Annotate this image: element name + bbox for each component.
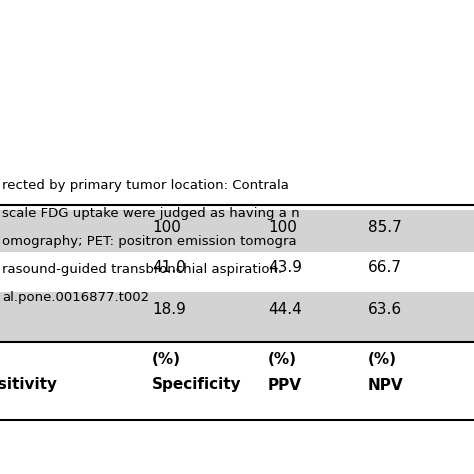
Text: 66.7: 66.7 — [368, 261, 402, 275]
Text: (%): (%) — [152, 353, 181, 367]
Text: 85.7: 85.7 — [368, 219, 402, 235]
Text: nsitivity: nsitivity — [0, 377, 58, 392]
Text: PPV: PPV — [268, 377, 302, 392]
Text: (%): (%) — [268, 353, 297, 367]
Text: 100: 100 — [268, 219, 297, 235]
Text: omography; PET: positron emission tomogra: omography; PET: positron emission tomogr… — [2, 235, 297, 247]
Text: scale FDG uptake were judged as having a n: scale FDG uptake were judged as having a… — [2, 207, 300, 219]
Text: al.pone.0016877.t002: al.pone.0016877.t002 — [2, 291, 149, 303]
Text: 100: 100 — [152, 219, 181, 235]
Text: 43.9: 43.9 — [268, 261, 302, 275]
Text: rected by primary tumor location: Contrala: rected by primary tumor location: Contra… — [2, 179, 289, 191]
Bar — [0, 210, 474, 252]
Text: 41.0: 41.0 — [152, 261, 186, 275]
Text: Specificity: Specificity — [152, 377, 242, 392]
Text: 44.4: 44.4 — [268, 302, 302, 318]
Text: 18.9: 18.9 — [152, 302, 186, 318]
Text: rasound-guided transbronchial aspiration.: rasound-guided transbronchial aspiration… — [2, 263, 282, 275]
Bar — [0, 292, 474, 342]
Text: 63.6: 63.6 — [368, 302, 402, 318]
Text: (%): (%) — [368, 353, 397, 367]
Text: NPV: NPV — [368, 377, 404, 392]
